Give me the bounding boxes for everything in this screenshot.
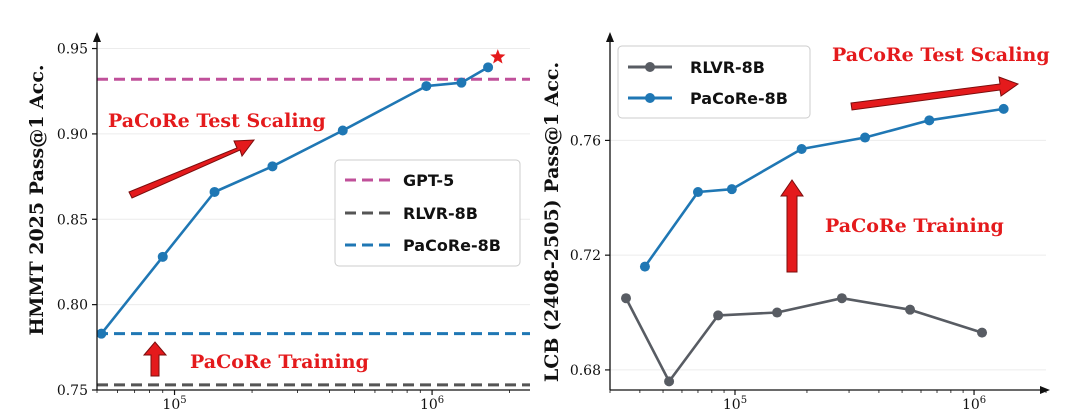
- left-annotation-test-scaling: PaCoRe Test Scaling: [108, 110, 326, 132]
- data-point-pacore-8b: [639, 261, 650, 272]
- series-line-pacore-test-scaling: [100, 66, 489, 335]
- data-point-pacore-8b: [860, 132, 871, 143]
- left-y-axis-arrow: [93, 32, 101, 42]
- legend-label-gpt5: GPT-5: [403, 171, 454, 190]
- x-tick-label: 105: [162, 395, 186, 410]
- right-x-axis-arrow: [1040, 386, 1050, 394]
- data-point-pacore-test-scaling: [209, 186, 220, 197]
- left-star-marker: [490, 49, 506, 64]
- data-point-pacore-test-scaling: [483, 62, 494, 73]
- right-y-axis-arrow: [606, 32, 614, 42]
- left-y-axis-title: HMMT 2025 Pass@1 Acc.: [26, 64, 48, 335]
- right-annotation-training: PaCoRe Training: [825, 215, 1004, 237]
- right-training-arrow: [780, 179, 804, 273]
- y-tick-label: 0.68: [570, 363, 601, 379]
- star-marker: [490, 49, 506, 64]
- right-series: [621, 103, 1009, 387]
- right-legend: RLVR-8B PaCoRe-8B: [617, 45, 811, 119]
- data-point-rlvr-8b: [905, 304, 916, 315]
- data-point-pacore-8b: [998, 103, 1009, 114]
- left-training-arrow: [142, 341, 168, 377]
- data-point-rlvr-8b: [772, 307, 783, 318]
- data-point-rlvr-8b: [836, 293, 847, 304]
- data-point-pacore-8b: [726, 184, 737, 195]
- data-point-pacore-8b: [924, 115, 935, 126]
- left-legend: GPT-5 RLVR-8B PaCoRe-8B: [334, 159, 521, 267]
- y-tick-label: 0.85: [57, 212, 88, 228]
- data-point-pacore-test-scaling: [157, 251, 168, 262]
- right-chart: 0.68 0.72 0.76 105 106 LCB (2408-2505) Pass@…: [541, 32, 1050, 410]
- data-point-pacore-test-scaling: [97, 328, 107, 339]
- legend-marker-pacore-right: [645, 93, 655, 103]
- legend-marker-rlvr-right: [645, 62, 655, 72]
- data-point-rlvr-8b: [713, 310, 724, 321]
- data-point-pacore-8b: [796, 144, 807, 155]
- data-point-rlvr-8b: [621, 293, 632, 304]
- right-y-axis-title: LCB (2408-2505) Pass@1 Acc.: [541, 62, 563, 382]
- data-point-rlvr-8b: [977, 327, 988, 338]
- y-tick-label: 0.72: [570, 248, 601, 264]
- left-series: [97, 62, 494, 339]
- y-tick-label: 0.95: [57, 42, 88, 58]
- y-tick-label: 0.90: [57, 127, 88, 143]
- x-tick-label: 105: [723, 395, 747, 410]
- legend-label-rlvr-right: RLVR-8B: [690, 58, 765, 77]
- right-test-scaling-arrow: [850, 76, 1020, 111]
- right-gridlines: [610, 139, 1046, 371]
- data-point-pacore-test-scaling: [456, 77, 467, 88]
- x-tick-label: 106: [962, 395, 986, 410]
- data-point-pacore-8b: [692, 187, 703, 198]
- data-point-pacore-test-scaling: [421, 81, 432, 92]
- legend-label-rlvr: RLVR-8B: [403, 204, 478, 223]
- legend-label-pacore: PaCoRe-8B: [403, 236, 501, 255]
- data-point-pacore-test-scaling: [267, 161, 278, 172]
- right-ticks: 0.68 0.72 0.76 105 106: [570, 133, 1047, 410]
- y-tick-label: 0.76: [570, 133, 601, 149]
- y-tick-label: 0.75: [57, 383, 88, 399]
- y-tick-label: 0.80: [57, 298, 88, 314]
- x-tick-label: 106: [420, 395, 444, 410]
- data-point-rlvr-8b: [664, 376, 675, 387]
- data-point-pacore-test-scaling: [337, 125, 348, 136]
- series-line-rlvr-8b: [624, 296, 983, 383]
- right-annotation-test-scaling: PaCoRe Test Scaling: [832, 44, 1050, 66]
- left-test-scaling-arrow: [128, 139, 256, 199]
- legend-label-pacore-right: PaCoRe-8B: [690, 89, 788, 108]
- left-annotation-training: PaCoRe Training: [190, 351, 369, 373]
- left-chart: 0.75 0.80 0.85 0.90 0.95 105 106 HMMT 2025 Pas…: [26, 32, 530, 410]
- left-ticks: 0.75 0.80 0.85 0.90 0.95 105 106: [57, 42, 511, 410]
